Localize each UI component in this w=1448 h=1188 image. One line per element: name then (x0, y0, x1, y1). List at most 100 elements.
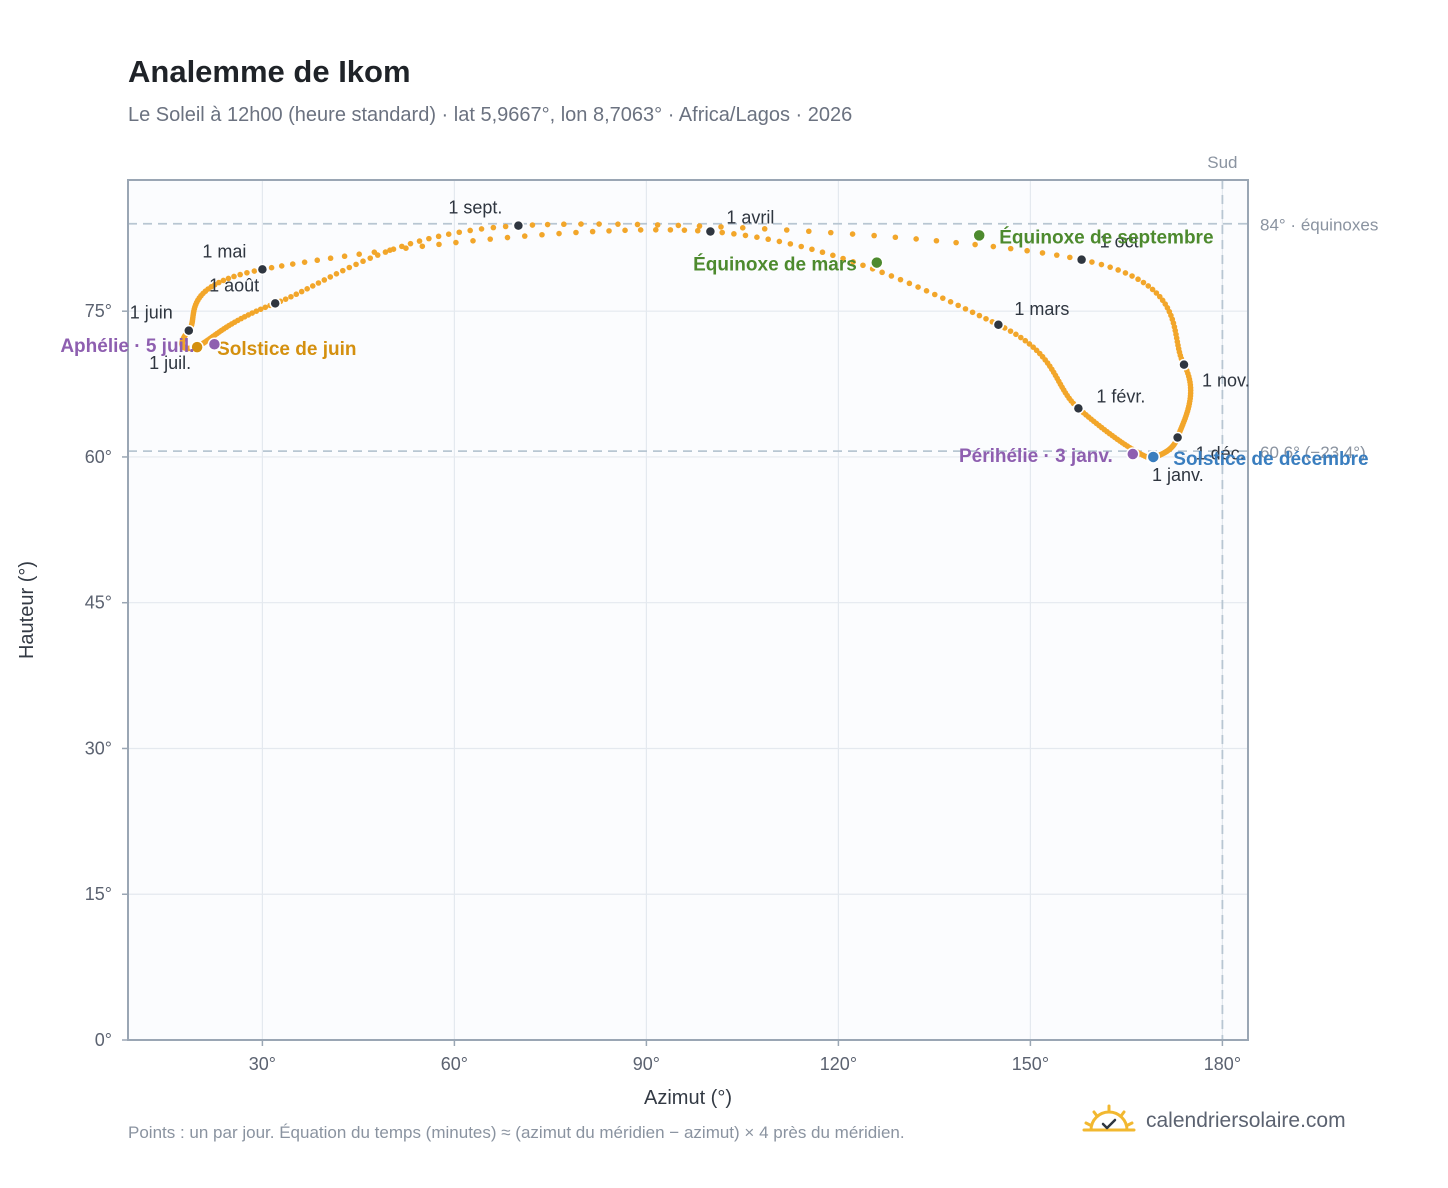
month-label: 1 nov. (1202, 371, 1250, 391)
day-point (556, 230, 562, 237)
day-point (915, 284, 921, 290)
day-point (667, 227, 674, 233)
day-point (955, 302, 961, 309)
day-point (315, 280, 322, 286)
day-point (399, 243, 405, 250)
day-point (754, 234, 760, 240)
day-point (544, 221, 551, 228)
day-point (615, 221, 621, 227)
day-point (1145, 283, 1152, 289)
day-point (445, 231, 452, 237)
day-point (990, 243, 997, 250)
day-point (694, 227, 701, 234)
month-label: 1 avril (726, 208, 774, 228)
chart-subtitle: Le Soleil à 12h00 (heure standard) · lat… (128, 104, 853, 126)
brand[interactable]: calendriersolaire.com (1082, 1104, 1346, 1138)
month-marker (1171, 431, 1184, 444)
day-point (529, 222, 536, 228)
day-point (819, 249, 826, 256)
day-point (521, 233, 528, 239)
day-point (972, 241, 978, 248)
plot-frame (127, 179, 1249, 1041)
month-label: 1 oct. (1100, 232, 1144, 252)
day-point (969, 309, 976, 316)
event-marker (1146, 450, 1161, 464)
day-point (892, 234, 899, 241)
day-point (888, 273, 895, 279)
day-point (634, 221, 641, 228)
day-point (983, 315, 989, 322)
day-point (840, 255, 846, 262)
x-tick-label: 120° (820, 1054, 857, 1074)
day-point (578, 221, 584, 227)
day-point (253, 308, 260, 314)
brand-name[interactable]: calendriersolaire.com (1146, 1109, 1346, 1132)
day-point (897, 276, 904, 283)
y-tick-label: 60° (85, 447, 112, 467)
day-point (282, 296, 289, 302)
day-point (278, 263, 285, 269)
day-point (1140, 279, 1147, 286)
day-point (923, 287, 930, 294)
day-point (906, 280, 913, 287)
day-point (1089, 259, 1095, 265)
y-tick-label: 75° (85, 301, 112, 321)
day-point (304, 286, 310, 292)
day-point (850, 259, 856, 265)
day-point (390, 246, 397, 253)
x-axis-label: Azimut (°) (644, 1087, 732, 1109)
day-point (809, 246, 815, 253)
day-point (1013, 331, 1019, 338)
day-point (539, 231, 545, 238)
day-point (356, 251, 362, 258)
day-point (879, 269, 885, 276)
day-point (719, 229, 726, 236)
plot-area (128, 180, 1248, 1040)
day-point (637, 227, 644, 233)
day-point (314, 257, 321, 264)
day-point (416, 238, 423, 244)
day-point (606, 228, 612, 234)
day-point (289, 261, 296, 267)
day-point (962, 306, 969, 312)
month-label: 1 févr. (1096, 386, 1145, 406)
day-point (1135, 276, 1141, 283)
day-point (976, 312, 983, 319)
day-point (353, 261, 359, 268)
month-markers: 1 janv. 1 févr. 1 mars 1 avril 1 mai 1 juin 1 … (130, 198, 1250, 485)
y-axis-label: Hauteur (°) (16, 561, 38, 659)
event-marker (1126, 447, 1140, 461)
day-point (327, 255, 334, 262)
day-point (301, 259, 308, 265)
day-point (288, 293, 294, 300)
event-marker (870, 255, 884, 270)
day-point (262, 304, 269, 311)
day-point (849, 231, 856, 237)
day-point (1030, 344, 1036, 350)
day-point (787, 241, 794, 247)
day-point (341, 253, 348, 260)
reference-lines: 84° · équinoxes 60,6° (−23,4°) Sud (128, 153, 1378, 1040)
x-tick-label: 30° (249, 1054, 276, 1074)
day-point (360, 258, 366, 265)
day-point (346, 264, 353, 271)
day-point (244, 269, 250, 276)
day-point (654, 222, 661, 228)
month-label: 1 août (209, 275, 259, 295)
month-label: 1 juil. (149, 353, 191, 373)
day-point (435, 233, 442, 240)
month-marker (183, 324, 195, 337)
event-marker (972, 228, 986, 243)
month-marker (269, 297, 281, 310)
day-point (860, 262, 866, 269)
day-point (1153, 290, 1160, 296)
day-point (622, 227, 628, 234)
month-label: 1 janv. (1152, 465, 1204, 485)
day-point (871, 232, 877, 239)
month-label: 1 mars (1014, 299, 1069, 319)
day-point (652, 227, 659, 233)
analemma-curve (179, 221, 1194, 462)
day-point (1024, 247, 1030, 254)
day-point (573, 229, 579, 236)
